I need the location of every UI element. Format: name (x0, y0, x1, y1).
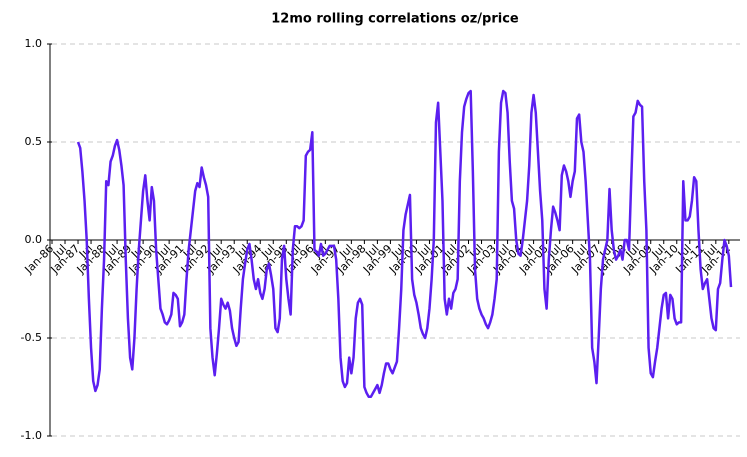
series-line (76, 89, 733, 399)
y-tick-label: -0.5 (21, 331, 42, 344)
y-tick-label: 0.5 (25, 135, 43, 148)
chart-title: 12mo rolling correlations oz/price (271, 12, 519, 27)
x-tick-label: Jan-86 (22, 242, 57, 277)
y-tick-label: 1.0 (25, 37, 43, 50)
y-tick-label: 0.0 (25, 233, 43, 246)
y-tick-label: -1.0 (21, 429, 42, 442)
